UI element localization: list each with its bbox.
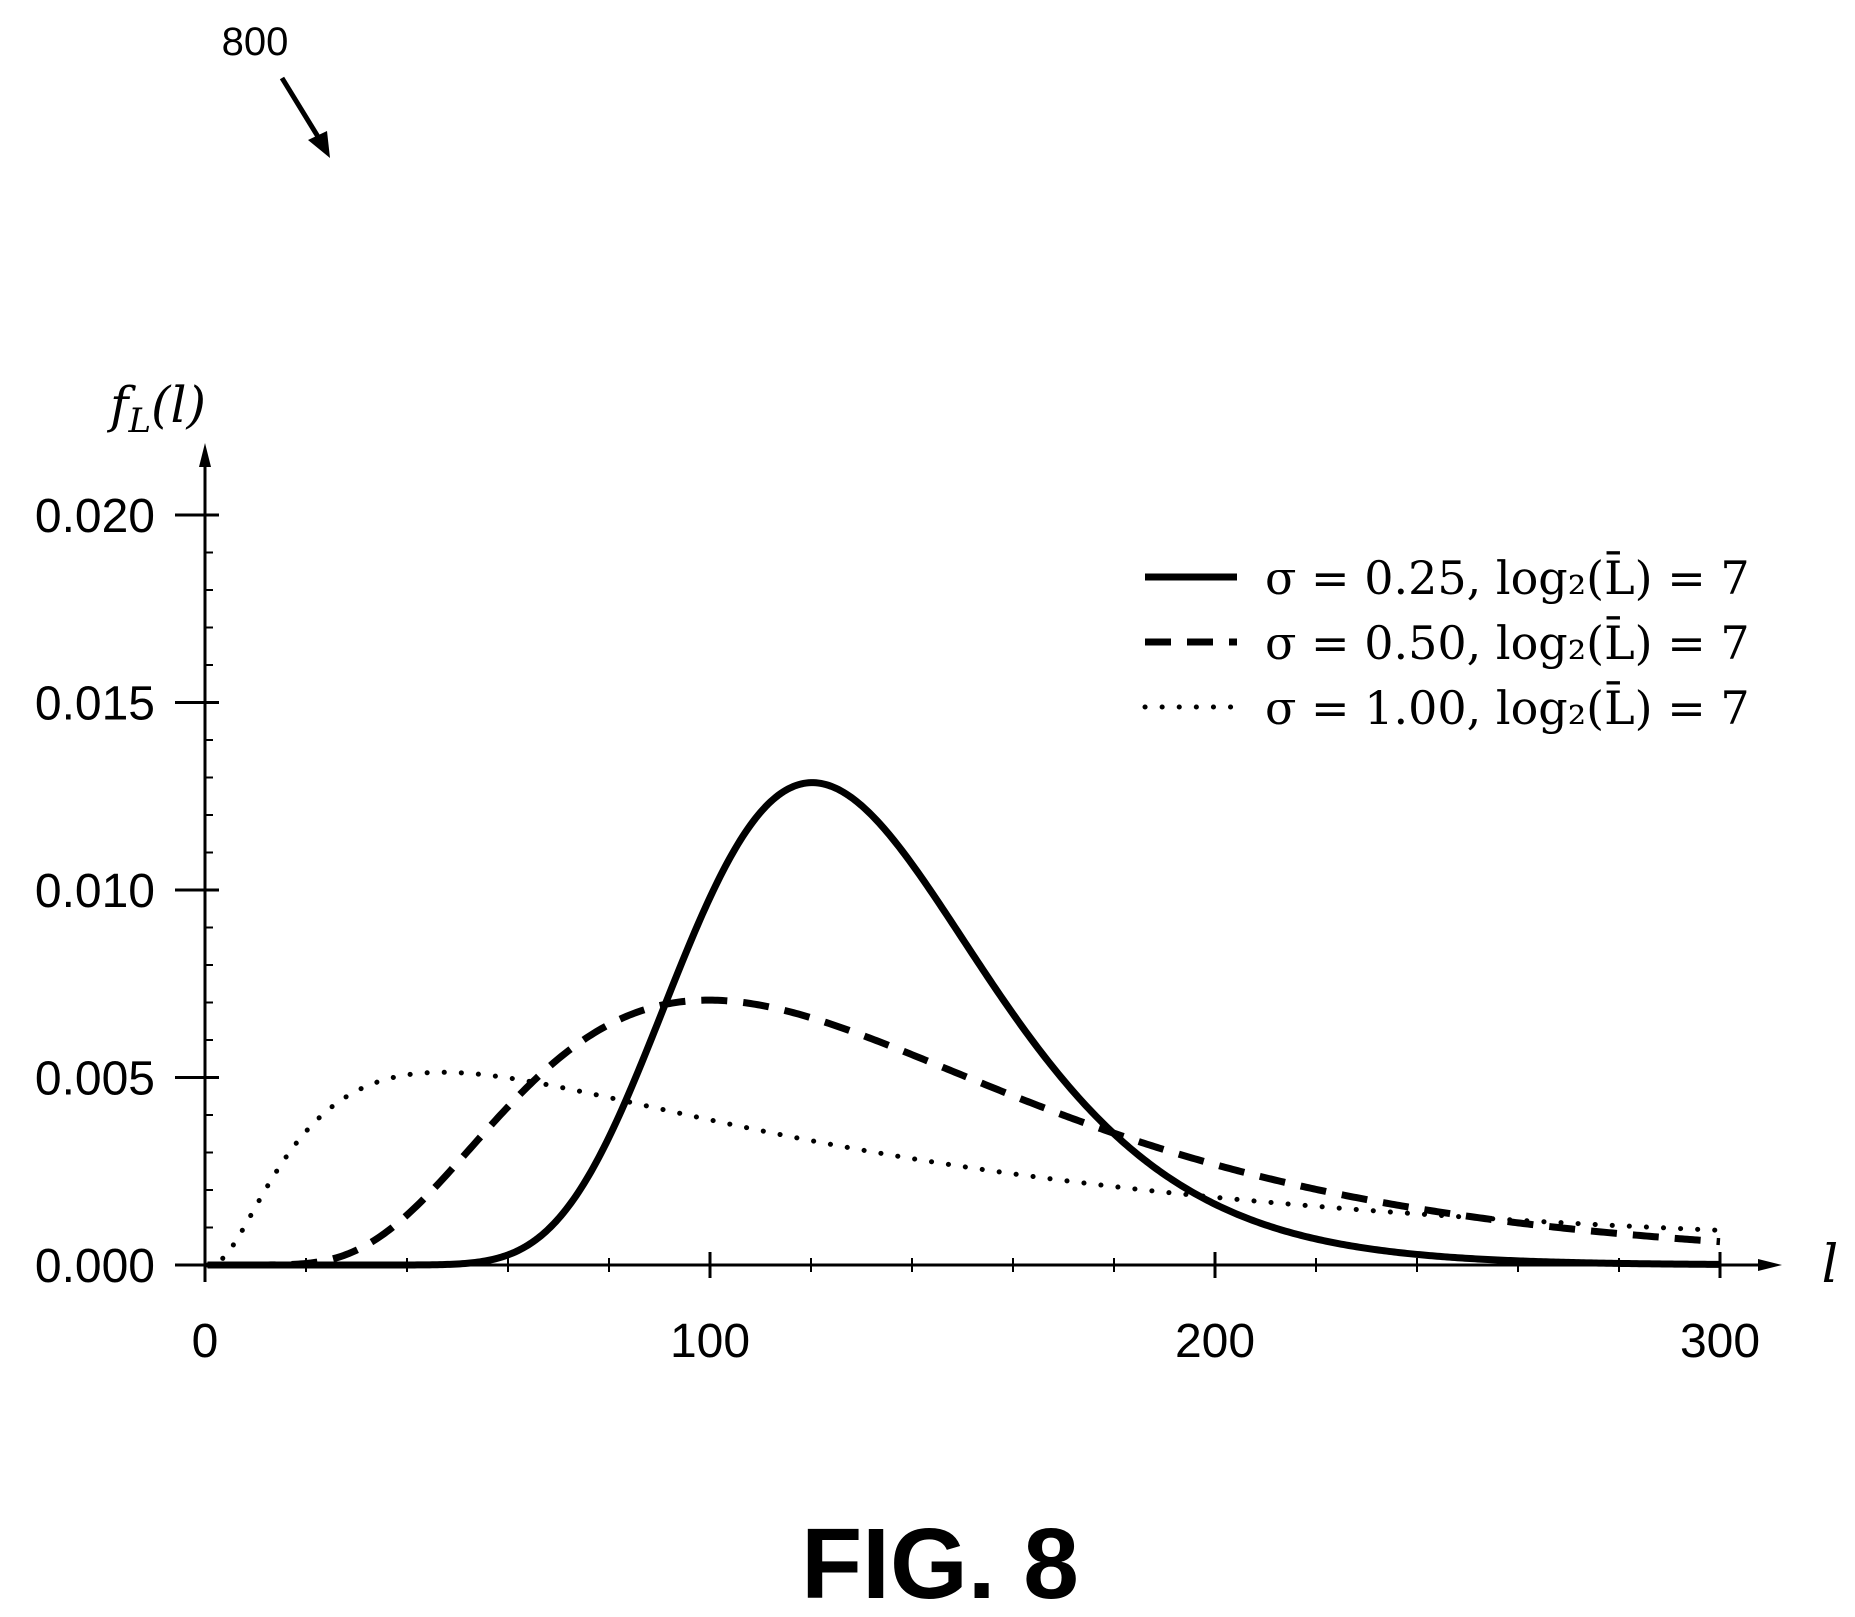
x-tick-label: 0 (192, 1315, 219, 1368)
legend-entry-3: σ = 1.00, log₂(L̄) = 7 (1265, 680, 1750, 735)
legend: σ = 0.25, log₂(L̄) = 7 σ = 0.50, log₂(L̄)… (1142, 550, 1750, 735)
y-axis-arrow-icon (199, 443, 211, 467)
ref-arrow-icon (279, 76, 330, 158)
series-line-3 (205, 1069, 1723, 1268)
y-tick-label: 0.000 (35, 1240, 155, 1293)
x-tick-label: 300 (1680, 1315, 1760, 1368)
series-line-2 (207, 996, 1721, 1269)
y-tick-label: 0.010 (35, 865, 155, 918)
figure-caption: FIG. 8 (801, 1508, 1079, 1617)
series-curves (205, 779, 1723, 1269)
y-tick-label: 0.015 (35, 678, 155, 731)
y-axis-label: fL(l) (106, 376, 206, 441)
tick-labels: 0 100 200 300 0.000 0.005 0.010 0.015 0.020 (35, 490, 1760, 1368)
series-line-1 (207, 779, 1721, 1269)
x-axis-label: l (1822, 1235, 1839, 1295)
legend-entry-2: σ = 0.50, log₂(L̄) = 7 (1265, 615, 1750, 670)
figure-ref-number: 800 (222, 20, 289, 64)
legend-entry-1: σ = 0.25, log₂(L̄) = 7 (1265, 550, 1750, 605)
x-axis-arrow-icon (1758, 1259, 1782, 1271)
y-tick-label: 0.005 (35, 1053, 155, 1106)
major-ticks (175, 513, 1722, 1278)
x-tick-label: 200 (1175, 1315, 1255, 1368)
y-tick-label: 0.020 (35, 490, 155, 543)
x-tick-label: 100 (670, 1315, 750, 1368)
